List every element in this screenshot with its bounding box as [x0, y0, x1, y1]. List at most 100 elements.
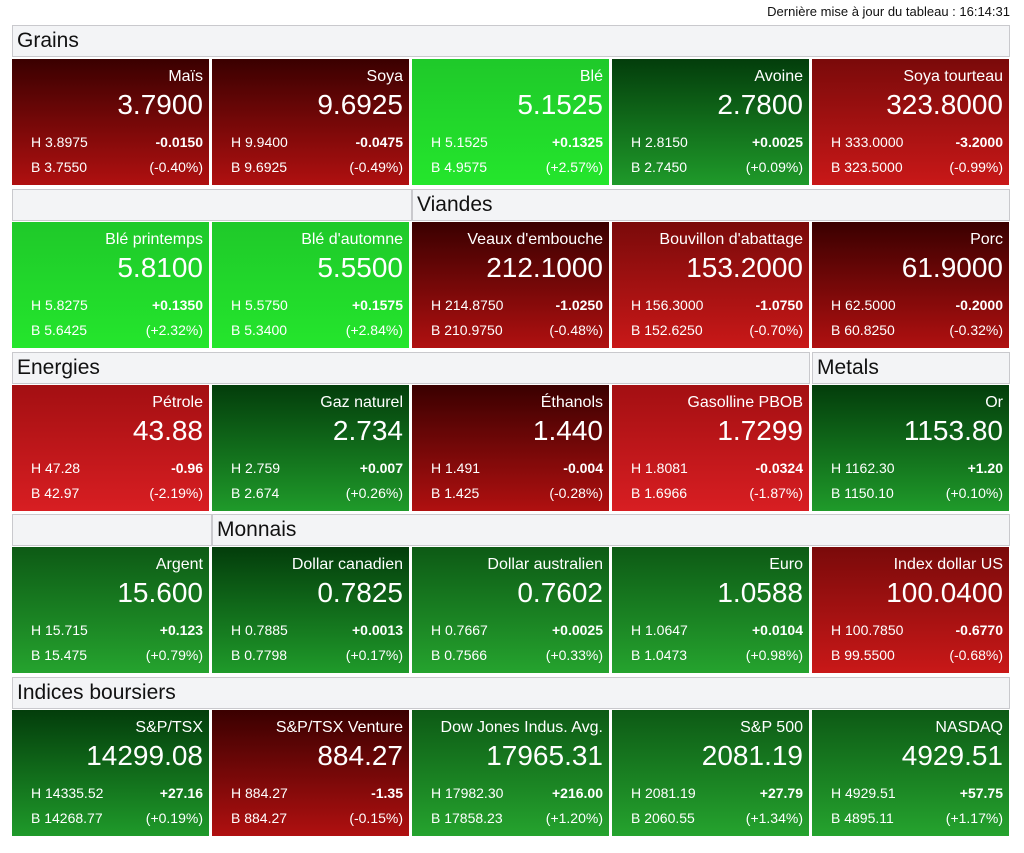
quote-price: 1153.80	[903, 415, 1003, 446]
quote-price: 212.1000	[486, 252, 603, 283]
quote-name: Argent	[155, 556, 203, 573]
quote-change-percent: (+0.33%)	[545, 647, 603, 663]
quote-change-percent: (+0.79%)	[145, 647, 203, 663]
section-header-viandes: Viandes	[412, 189, 1010, 221]
quote-tile[interactable]: Euro 1.0588 H 1.0647 B 1.0473 +0.0104 (+0.98%…	[612, 547, 810, 673]
quote-name: Soya	[366, 68, 403, 85]
quote-low: B 1150.10	[831, 485, 894, 501]
quote-high: H 2.759	[231, 460, 281, 476]
quote-tile[interactable]: Dollar australien 0.7602 H 0.7667 B 0.7566 +…	[412, 547, 610, 673]
quote-name: Dollar canadien	[291, 556, 403, 573]
quote-price: 2.734	[332, 415, 403, 446]
quote-price: 14299.08	[86, 740, 203, 771]
quote-price: 1.440	[532, 415, 603, 446]
quote-tile[interactable]: Gaz naturel 2.734 H 2.759 B 2.674 +0.007 (+0.…	[212, 385, 410, 511]
section-label: Indices boursiers	[17, 681, 176, 704]
quote-tile[interactable]: Pétrole 43.88 H 47.28 B 42.97 -0.96 (-2.19%)	[12, 385, 210, 511]
quote-price: 4929.51	[901, 740, 1003, 771]
quote-low: B 152.6250	[631, 322, 703, 338]
section-header-grains: Grains	[12, 25, 1010, 57]
quote-tile[interactable]: Bouvillon d'abattage 153.2000 H 156.3000 B …	[612, 222, 810, 348]
quote-tile[interactable]: Blé d'automne 5.5500 H 5.5750 B 5.3400 +0.15…	[212, 222, 410, 348]
quote-tile[interactable]: Gasolline PBOB 1.7299 H 1.8081 B 1.6966 -0.0…	[612, 385, 810, 511]
quote-price: 17965.31	[486, 740, 603, 771]
quote-tile[interactable]: S&P 500 2081.19 H 2081.19 B 2060.55 +27.79 (+…	[612, 710, 810, 836]
quote-price: 0.7825	[317, 577, 403, 608]
section-header-spacer	[12, 514, 212, 546]
quote-low: B 99.5500	[831, 647, 895, 663]
quote-change-percent: (+1.17%)	[945, 810, 1003, 826]
section-header-monnais: Monnais	[212, 514, 1010, 546]
quote-change-percent: (-0.28%)	[549, 485, 603, 501]
quote-tile[interactable]: Porc 61.9000 H 62.5000 B 60.8250 -0.2000 (-0.…	[812, 222, 1010, 348]
quote-high: H 884.27	[231, 785, 288, 801]
quote-change: +1.20	[967, 460, 1003, 476]
quote-high: H 62.5000	[831, 297, 896, 313]
quote-low: B 1.425	[431, 485, 480, 501]
quote-change: +0.0104	[752, 622, 803, 638]
quote-change: -0.0324	[755, 460, 803, 476]
quote-low: B 4895.11	[831, 810, 894, 826]
quote-price: 0.7602	[517, 577, 603, 608]
quote-low: B 1.6966	[631, 485, 688, 501]
quote-change: +0.007	[359, 460, 403, 476]
quote-tile[interactable]: Blé 5.1525 H 5.1525 B 4.9575 +0.1325 (+2.57%)	[412, 59, 610, 185]
quote-price: 3.7900	[117, 89, 203, 120]
quote-change: -0.004	[563, 460, 603, 476]
quote-high: H 17982.30	[431, 785, 504, 801]
quote-tile[interactable]: Dow Jones Indus. Avg. 17965.31 H 17982.30 B…	[412, 710, 610, 836]
quote-low: B 15.475	[31, 647, 88, 663]
quote-tile[interactable]: Veaux d'embouche 212.1000 H 214.8750 B 210.…	[412, 222, 610, 348]
quote-high: H 9.9400	[231, 134, 288, 150]
quote-low: B 9.6925	[231, 159, 288, 175]
quote-change: -0.96	[171, 460, 203, 476]
quote-change: -0.0475	[355, 134, 403, 150]
quote-change-percent: (+0.98%)	[745, 647, 803, 663]
quote-high: H 0.7885	[231, 622, 288, 638]
quote-change: +0.0025	[752, 134, 803, 150]
quote-change-percent: (+1.34%)	[745, 810, 803, 826]
quote-price: 9.6925	[317, 89, 403, 120]
quote-name: Blé printemps	[105, 231, 203, 248]
quote-tile[interactable]: Argent 15.600 H 15.715 B 15.475 +0.123 (+0.79…	[12, 547, 210, 673]
quote-tile[interactable]: Soya 9.6925 H 9.9400 B 9.6925 -0.0475 (-0.49%…	[212, 59, 410, 185]
quote-name: Gaz naturel	[320, 394, 403, 411]
quote-tile[interactable]: Avoine 2.7800 H 2.8150 B 2.7450 +0.0025 (+0.0…	[612, 59, 810, 185]
quote-tile[interactable]: Index dollar US 100.0400 H 100.7850 B 99.55…	[812, 547, 1010, 673]
quote-high: H 333.0000	[831, 134, 904, 150]
quote-tile[interactable]: Blé printemps 5.8100 H 5.8275 B 5.6425 +0.13…	[12, 222, 210, 348]
quote-tile[interactable]: Or 1153.80 H 1162.30 B 1150.10 +1.20 (+0.10%)	[812, 385, 1010, 511]
quote-tile[interactable]: Éthanols 1.440 H 1.491 B 1.425 -0.004 (-0.28%…	[412, 385, 610, 511]
quote-name: Bouvillon d'abattage	[659, 231, 803, 248]
quote-change-percent: (+0.09%)	[745, 159, 803, 175]
quote-low: B 0.7798	[231, 647, 288, 663]
quote-high: H 1.0647	[631, 622, 688, 638]
quote-tile[interactable]: Maïs 3.7900 H 3.8975 B 3.7550 -0.0150 (-0.40%…	[12, 59, 210, 185]
quote-change-percent: (+0.10%)	[945, 485, 1003, 501]
quote-price: 1.0588	[717, 577, 803, 608]
quote-price: 5.5500	[317, 252, 403, 283]
quote-tile[interactable]: Dollar canadien 0.7825 H 0.7885 B 0.7798 +0.…	[212, 547, 410, 673]
quote-tile[interactable]: S&P/TSX Venture 884.27 H 884.27 B 884.27 -1.…	[212, 710, 410, 836]
quote-change-percent: (-0.49%)	[349, 159, 403, 175]
quote-low: B 210.9750	[431, 322, 503, 338]
quote-change-percent: (+2.84%)	[345, 322, 403, 338]
quote-high: H 214.8750	[431, 297, 504, 313]
quote-tile[interactable]: NASDAQ 4929.51 H 4929.51 B 4895.11 +57.75 (+1…	[812, 710, 1010, 836]
quote-name: Gasolline PBOB	[687, 394, 803, 411]
quote-change-percent: (-0.99%)	[949, 159, 1003, 175]
section-label: Energies	[17, 356, 100, 379]
quote-change-percent: (-0.32%)	[949, 322, 1003, 338]
quote-name: Éthanols	[540, 394, 603, 411]
section-label: Monnais	[217, 518, 297, 541]
quote-low: B 2.7450	[631, 159, 688, 175]
quote-tile[interactable]: Soya tourteau 323.8000 H 333.0000 B 323.500…	[812, 59, 1010, 185]
quote-low: B 60.8250	[831, 322, 895, 338]
quote-high: H 5.5750	[231, 297, 288, 313]
quote-high: H 4929.51	[831, 785, 896, 801]
quote-change: +216.00	[552, 785, 603, 801]
quote-name: Maïs	[168, 68, 203, 85]
quote-tile[interactable]: S&P/TSX 14299.08 H 14335.52 B 14268.77 +27.1…	[12, 710, 210, 836]
quote-high: H 2.8150	[631, 134, 688, 150]
quote-name: Or	[985, 394, 1003, 411]
